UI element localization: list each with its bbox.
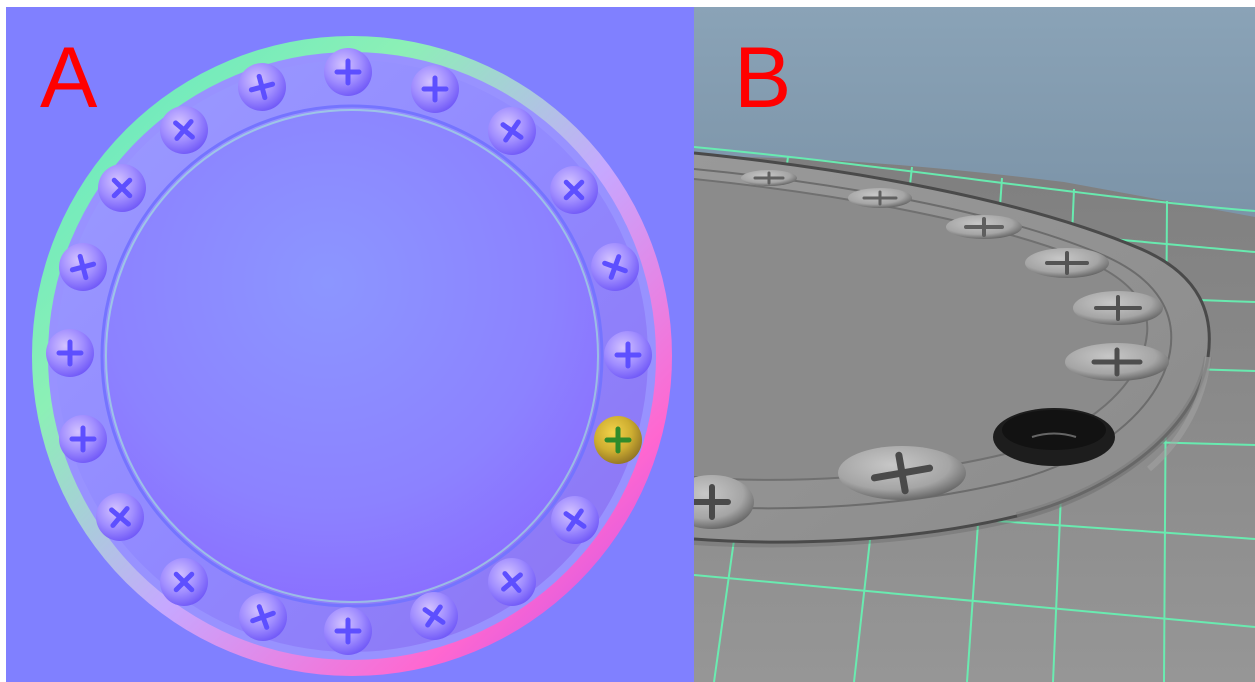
normal-map-illustration — [6, 7, 694, 682]
rendered-preview-illustration — [694, 7, 1255, 682]
panel-b: B — [694, 7, 1255, 682]
panel-a: A — [6, 7, 694, 682]
